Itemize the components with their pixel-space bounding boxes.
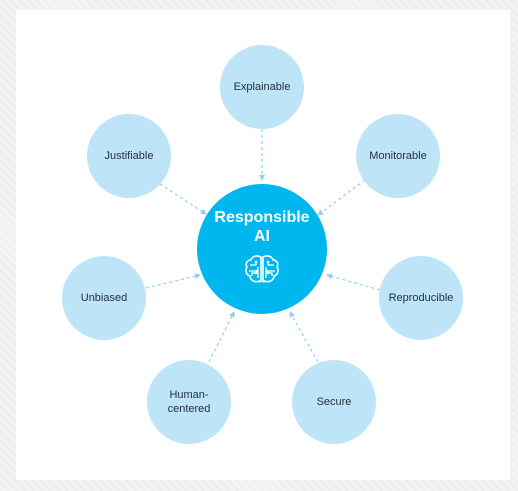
connector-monitorable — [317, 179, 366, 216]
connector-unbiased — [145, 273, 201, 289]
connector-reproducible — [326, 273, 381, 291]
connector-secure — [289, 311, 319, 363]
node-unbiased: Unbiased — [62, 256, 146, 340]
node-reproducible: Reproducible — [379, 256, 463, 340]
node-explainable-label: Explainable — [233, 81, 291, 93]
node-monitorable: Monitorable — [356, 114, 440, 198]
node-justifiable: Justifiable — [87, 114, 171, 198]
node-justifiable-label: Justifiable — [104, 150, 154, 162]
brain-circuit-icon — [245, 255, 279, 283]
connector-justifiable — [159, 183, 207, 215]
node-reproducible-label: Reproducible — [388, 292, 454, 304]
node-explainable: Explainable — [220, 45, 304, 129]
node-secure-label: Secure — [316, 396, 352, 408]
center-title: Responsible AI — [214, 209, 310, 245]
connector-human-centered — [208, 311, 235, 363]
node-unbiased-label: Unbiased — [80, 292, 128, 304]
node-secure: Secure — [292, 360, 376, 444]
node-responsible-ai: Responsible AI — [197, 184, 327, 314]
node-human-centered: Human- centered — [147, 360, 231, 444]
node-human-centered-label: Human- centered — [167, 389, 211, 415]
node-monitorable-label: Monitorable — [369, 150, 427, 162]
